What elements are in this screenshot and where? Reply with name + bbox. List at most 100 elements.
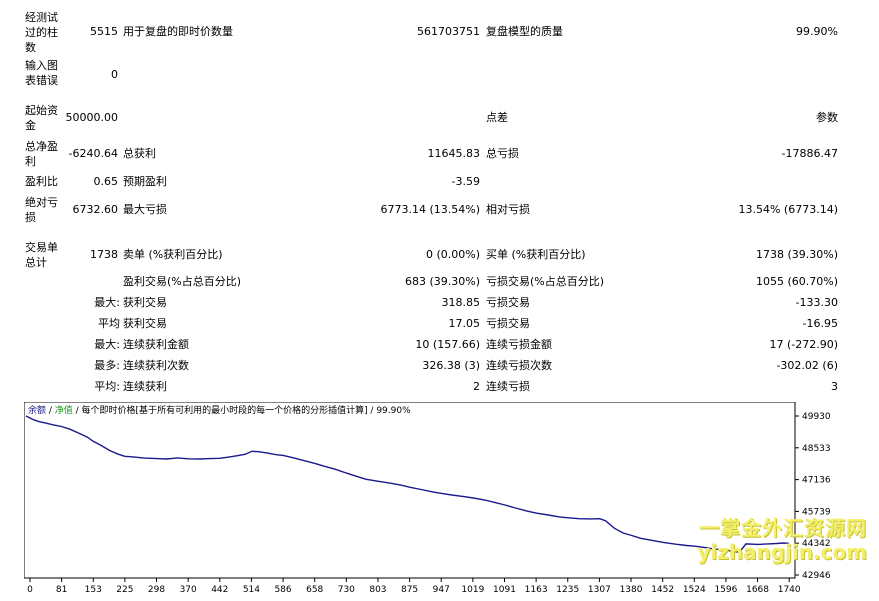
value-profit-factor: 0.65 [93, 175, 119, 188]
label-max-consecutive-losses: 连续亏损金额 [486, 338, 552, 351]
prefix-largest: 最大: [94, 296, 120, 309]
label-maximal-consecutive-profit: 连续获利次数 [123, 359, 189, 372]
label-average-consecutive-losses: 连续亏损 [486, 380, 530, 393]
value-average-consecutive-losses: 3 [831, 380, 838, 393]
label-relative-drawdown: 相对亏损 [486, 203, 530, 216]
value-maximal-consecutive-profit: 326.38 (3) [422, 359, 480, 372]
y-tick-label: 47136 [802, 476, 831, 486]
x-tick-label: 1380 [620, 585, 643, 595]
label-initial-deposit: 起始资金 [25, 104, 58, 132]
prefix-maximal: 最多: [94, 359, 120, 372]
y-tick-label: 48533 [802, 444, 831, 454]
x-tick-label: 225 [116, 585, 133, 595]
x-tick-label: 875 [401, 585, 418, 595]
x-tick-label: 586 [274, 585, 291, 595]
y-tick-label: 42946 [802, 571, 831, 581]
value-relative-drawdown: 13.54% (6773.14) [738, 203, 838, 216]
value-expected-payoff: -3.59 [451, 175, 480, 188]
value-modelling-quality: 99.90% [796, 25, 838, 38]
y-tick-label: 45739 [802, 507, 831, 517]
label-largest-profit-trade: 获利交易 [123, 296, 167, 309]
x-tick-label: 1596 [714, 585, 737, 595]
watermark-url: yizhangjin.com [697, 540, 867, 564]
x-tick-label: 1668 [746, 585, 769, 595]
value-gross-loss: -17886.47 [781, 147, 838, 160]
value-bars-tested: 5515 [90, 25, 118, 38]
prefix-average: 平均 [98, 317, 120, 330]
prefix-maximum: 最大: [94, 338, 120, 351]
label-ticks-modelled: 用于复盘的即时价数量 [123, 25, 233, 38]
legend-separator: / [46, 406, 55, 416]
x-tick-label: 0 [27, 585, 33, 595]
label-max-consecutive-wins: 连续获利金额 [123, 338, 189, 351]
value-spread: 参数 [816, 111, 838, 124]
label-net-profit: 总净盈利 [25, 140, 58, 168]
value-maximal-drawdown: 6773.14 (13.54%) [380, 203, 480, 216]
x-tick-label: 370 [180, 585, 197, 595]
y-axis: 49930 48533 47136 45739 44342 42946 [795, 412, 831, 581]
value-max-consecutive-wins: 10 (157.66) [415, 338, 480, 351]
value-average-loss-trade: -16.95 [802, 317, 838, 330]
label-bars-tested: 经测试过的柱数 [25, 11, 58, 54]
label-largest-loss-trade: 亏损交易 [486, 296, 530, 309]
x-tick-label: 298 [148, 585, 165, 595]
label-average-loss-trade: 亏损交易 [486, 317, 530, 330]
value-gross-profit: 11645.83 [427, 147, 481, 160]
label-profit-factor: 盈利比 [25, 175, 58, 188]
chart-legend: 余额 / 净值 / 每个即时价格[基于所有可利用的最小时段的每一个价格的分形插值… [28, 404, 411, 416]
legend-description: / 每个即时价格[基于所有可利用的最小时段的每一个价格的分形插值计算] / 99… [73, 404, 411, 416]
label-short-positions: 卖单 (%获利百分比) [123, 248, 223, 261]
value-average-consecutive-wins: 2 [473, 380, 480, 393]
value-largest-loss-trade: -133.30 [795, 296, 838, 309]
label-chart-errors: 输入图表错误 [25, 59, 58, 87]
value-long-positions: 1738 (39.30%) [755, 248, 838, 261]
watermark-title: 一掌金外汇资源网 [699, 516, 867, 540]
balance-chart: 余额 / 净值 / 每个即时价格[基于所有可利用的最小时段的每一个价格的分形插值… [23, 401, 873, 598]
value-initial-deposit: 50000.00 [65, 111, 119, 124]
x-axis: 0 81 153 225 298 370 442 514 586 658 730 803 875 947 1… [27, 578, 801, 595]
label-gross-loss: 总亏损 [486, 147, 519, 160]
label-expected-payoff: 预期盈利 [123, 175, 167, 188]
balance-line [25, 415, 790, 553]
value-profit-trades: 683 (39.30%) [404, 275, 480, 288]
value-maximal-consecutive-loss: -302.02 (6) [776, 359, 838, 372]
x-tick-label: 1235 [556, 585, 579, 595]
value-short-positions: 0 (0.00%) [425, 248, 480, 261]
label-absolute-drawdown: 绝对亏损 [25, 196, 58, 224]
x-tick-label: 1163 [525, 585, 548, 595]
label-maximal-drawdown: 最大亏损 [123, 203, 167, 216]
x-tick-label: 442 [211, 585, 228, 595]
label-gross-profit: 总获利 [123, 147, 156, 160]
label-modelling-quality: 复盘模型的质量 [486, 25, 563, 38]
prefix-average-consecutive: 平均: [94, 380, 120, 393]
label-average-consecutive-wins: 连续获利 [123, 380, 167, 393]
x-tick-label: 658 [306, 585, 323, 595]
value-net-profit: -6240.64 [68, 147, 118, 160]
y-tick-label: 44342 [802, 539, 831, 549]
value-absolute-drawdown: 6732.60 [72, 203, 119, 216]
x-tick-label: 1740 [778, 585, 801, 595]
x-tick-label: 1019 [461, 585, 484, 595]
value-max-consecutive-losses: 17 (-272.90) [769, 338, 838, 351]
label-spread: 点差 [486, 111, 508, 124]
x-tick-label: 1524 [683, 585, 706, 595]
label-maximal-consecutive-loss: 连续亏损次数 [486, 359, 552, 372]
x-tick-label: 81 [56, 585, 67, 595]
x-tick-label: 730 [338, 585, 355, 595]
value-average-profit-trade: 17.05 [448, 317, 481, 330]
label-profit-trades: 盈利交易(%占总百分比) [123, 275, 242, 288]
legend-balance: 余额 [28, 404, 46, 416]
x-tick-label: 1091 [493, 585, 516, 595]
label-total-trades: 交易单总计 [25, 241, 58, 269]
x-tick-label: 1452 [651, 585, 674, 595]
value-total-trades: 1738 [90, 248, 118, 261]
value-largest-profit-trade: 318.85 [441, 296, 481, 309]
x-tick-label: 803 [369, 585, 386, 595]
x-tick-label: 153 [85, 585, 102, 595]
value-ticks-modelled: 561703751 [417, 25, 480, 38]
value-chart-errors: 0 [111, 68, 118, 81]
value-loss-trades: 1055 (60.70%) [755, 275, 838, 288]
label-long-positions: 买单 (%获利百分比) [486, 248, 586, 261]
label-average-profit-trade: 获利交易 [123, 317, 167, 330]
balance-chart-svg: 余额 / 净值 / 每个即时价格[基于所有可利用的最小时段的每一个价格的分形插值… [23, 401, 831, 595]
